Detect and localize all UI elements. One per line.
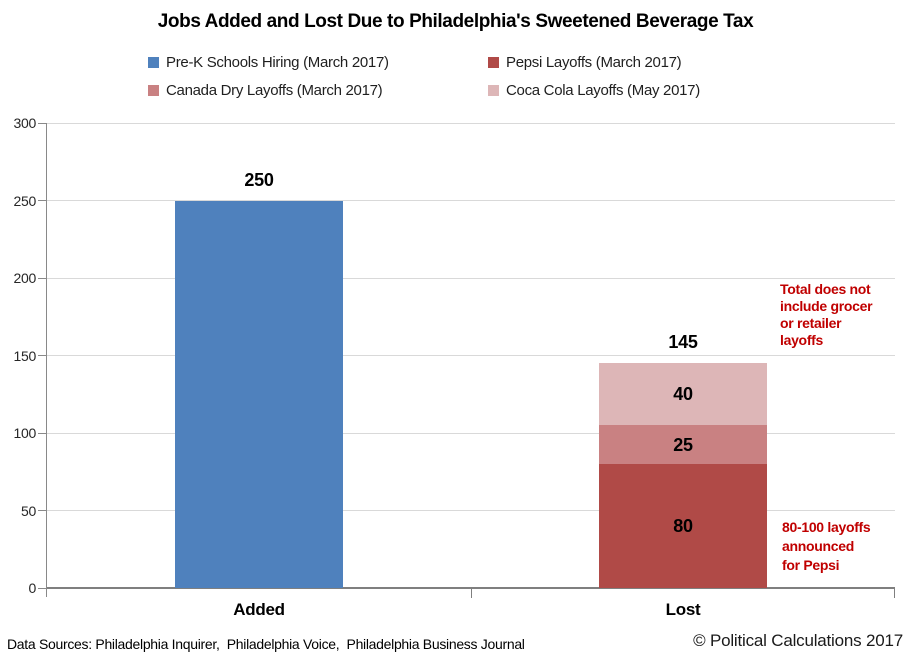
bar-segment bbox=[599, 464, 767, 588]
copyright-text: © Political Calculations 2017 bbox=[693, 631, 903, 650]
legend-label: Coca Cola Layoffs (May 2017) bbox=[506, 81, 700, 99]
gridline bbox=[47, 122, 895, 124]
bar-total-label: 145 bbox=[668, 332, 698, 353]
y-tick-label: 300 bbox=[13, 115, 37, 131]
gridline bbox=[47, 432, 895, 434]
gridline bbox=[47, 510, 895, 511]
x-axis-tick bbox=[471, 589, 472, 598]
gridline bbox=[47, 277, 895, 279]
data-sources-text: Data Sources: Philadelphia Inquirer, Phi… bbox=[7, 636, 525, 652]
annotation-total-note: Total does not include grocer or retaile… bbox=[780, 281, 873, 348]
x-axis-tick bbox=[894, 589, 895, 598]
segment-value-label: 25 bbox=[673, 434, 693, 455]
chart-title: Jobs Added and Lost Due to Philadelphia'… bbox=[157, 11, 754, 32]
y-axis-line bbox=[46, 123, 47, 597]
y-axis-tick bbox=[38, 587, 47, 589]
y-tick-label: 150 bbox=[13, 347, 37, 364]
y-tick-label: 0 bbox=[28, 580, 37, 596]
gridline bbox=[47, 200, 895, 201]
x-axis-line bbox=[47, 587, 895, 589]
legend-label: Canada Dry Layoffs (March 2017) bbox=[166, 81, 383, 99]
y-axis-tick bbox=[38, 200, 47, 201]
category-label: Added bbox=[233, 600, 285, 619]
legend-label: Pepsi Layoffs (March 2017) bbox=[506, 53, 682, 71]
bar-total-label: 250 bbox=[244, 169, 274, 190]
canada-dry-legend-swatch-icon bbox=[148, 84, 159, 96]
bar-segment bbox=[175, 200, 343, 588]
segment-value-label: 40 bbox=[673, 384, 693, 405]
y-tick-label: 100 bbox=[13, 425, 37, 441]
y-axis-tick bbox=[38, 510, 47, 511]
pepsi-legend-swatch-icon bbox=[488, 56, 499, 68]
bar-segment bbox=[599, 425, 767, 464]
legend-item-canada-dry: Canada Dry Layoffs (March 2017) bbox=[148, 80, 383, 100]
coca-cola-legend-swatch-icon bbox=[488, 84, 499, 96]
legend-item-prek: Pre-K Schools Hiring (March 2017) bbox=[148, 52, 389, 72]
segment-value-label: 80 bbox=[673, 516, 693, 536]
annotation-pepsi-note: 80-100 layoffs announced for Pepsi bbox=[782, 519, 871, 573]
y-axis-tick bbox=[38, 277, 47, 279]
category-label: Lost bbox=[665, 600, 701, 619]
y-tick-label: 200 bbox=[13, 270, 37, 286]
y-tick-label: 50 bbox=[21, 502, 36, 519]
bar-segment bbox=[599, 363, 767, 426]
y-axis-tick bbox=[38, 122, 47, 124]
prek-legend-swatch-icon bbox=[148, 56, 159, 68]
legend-item-coca-cola: Coca Cola Layoffs (May 2017) bbox=[488, 80, 700, 100]
y-axis-tick bbox=[38, 355, 47, 356]
legend-label: Pre-K Schools Hiring (March 2017) bbox=[166, 53, 389, 71]
y-tick-label: 250 bbox=[13, 192, 37, 209]
legend-item-pepsi: Pepsi Layoffs (March 2017) bbox=[488, 52, 682, 72]
y-axis-tick bbox=[38, 432, 47, 434]
gridline bbox=[47, 355, 895, 356]
